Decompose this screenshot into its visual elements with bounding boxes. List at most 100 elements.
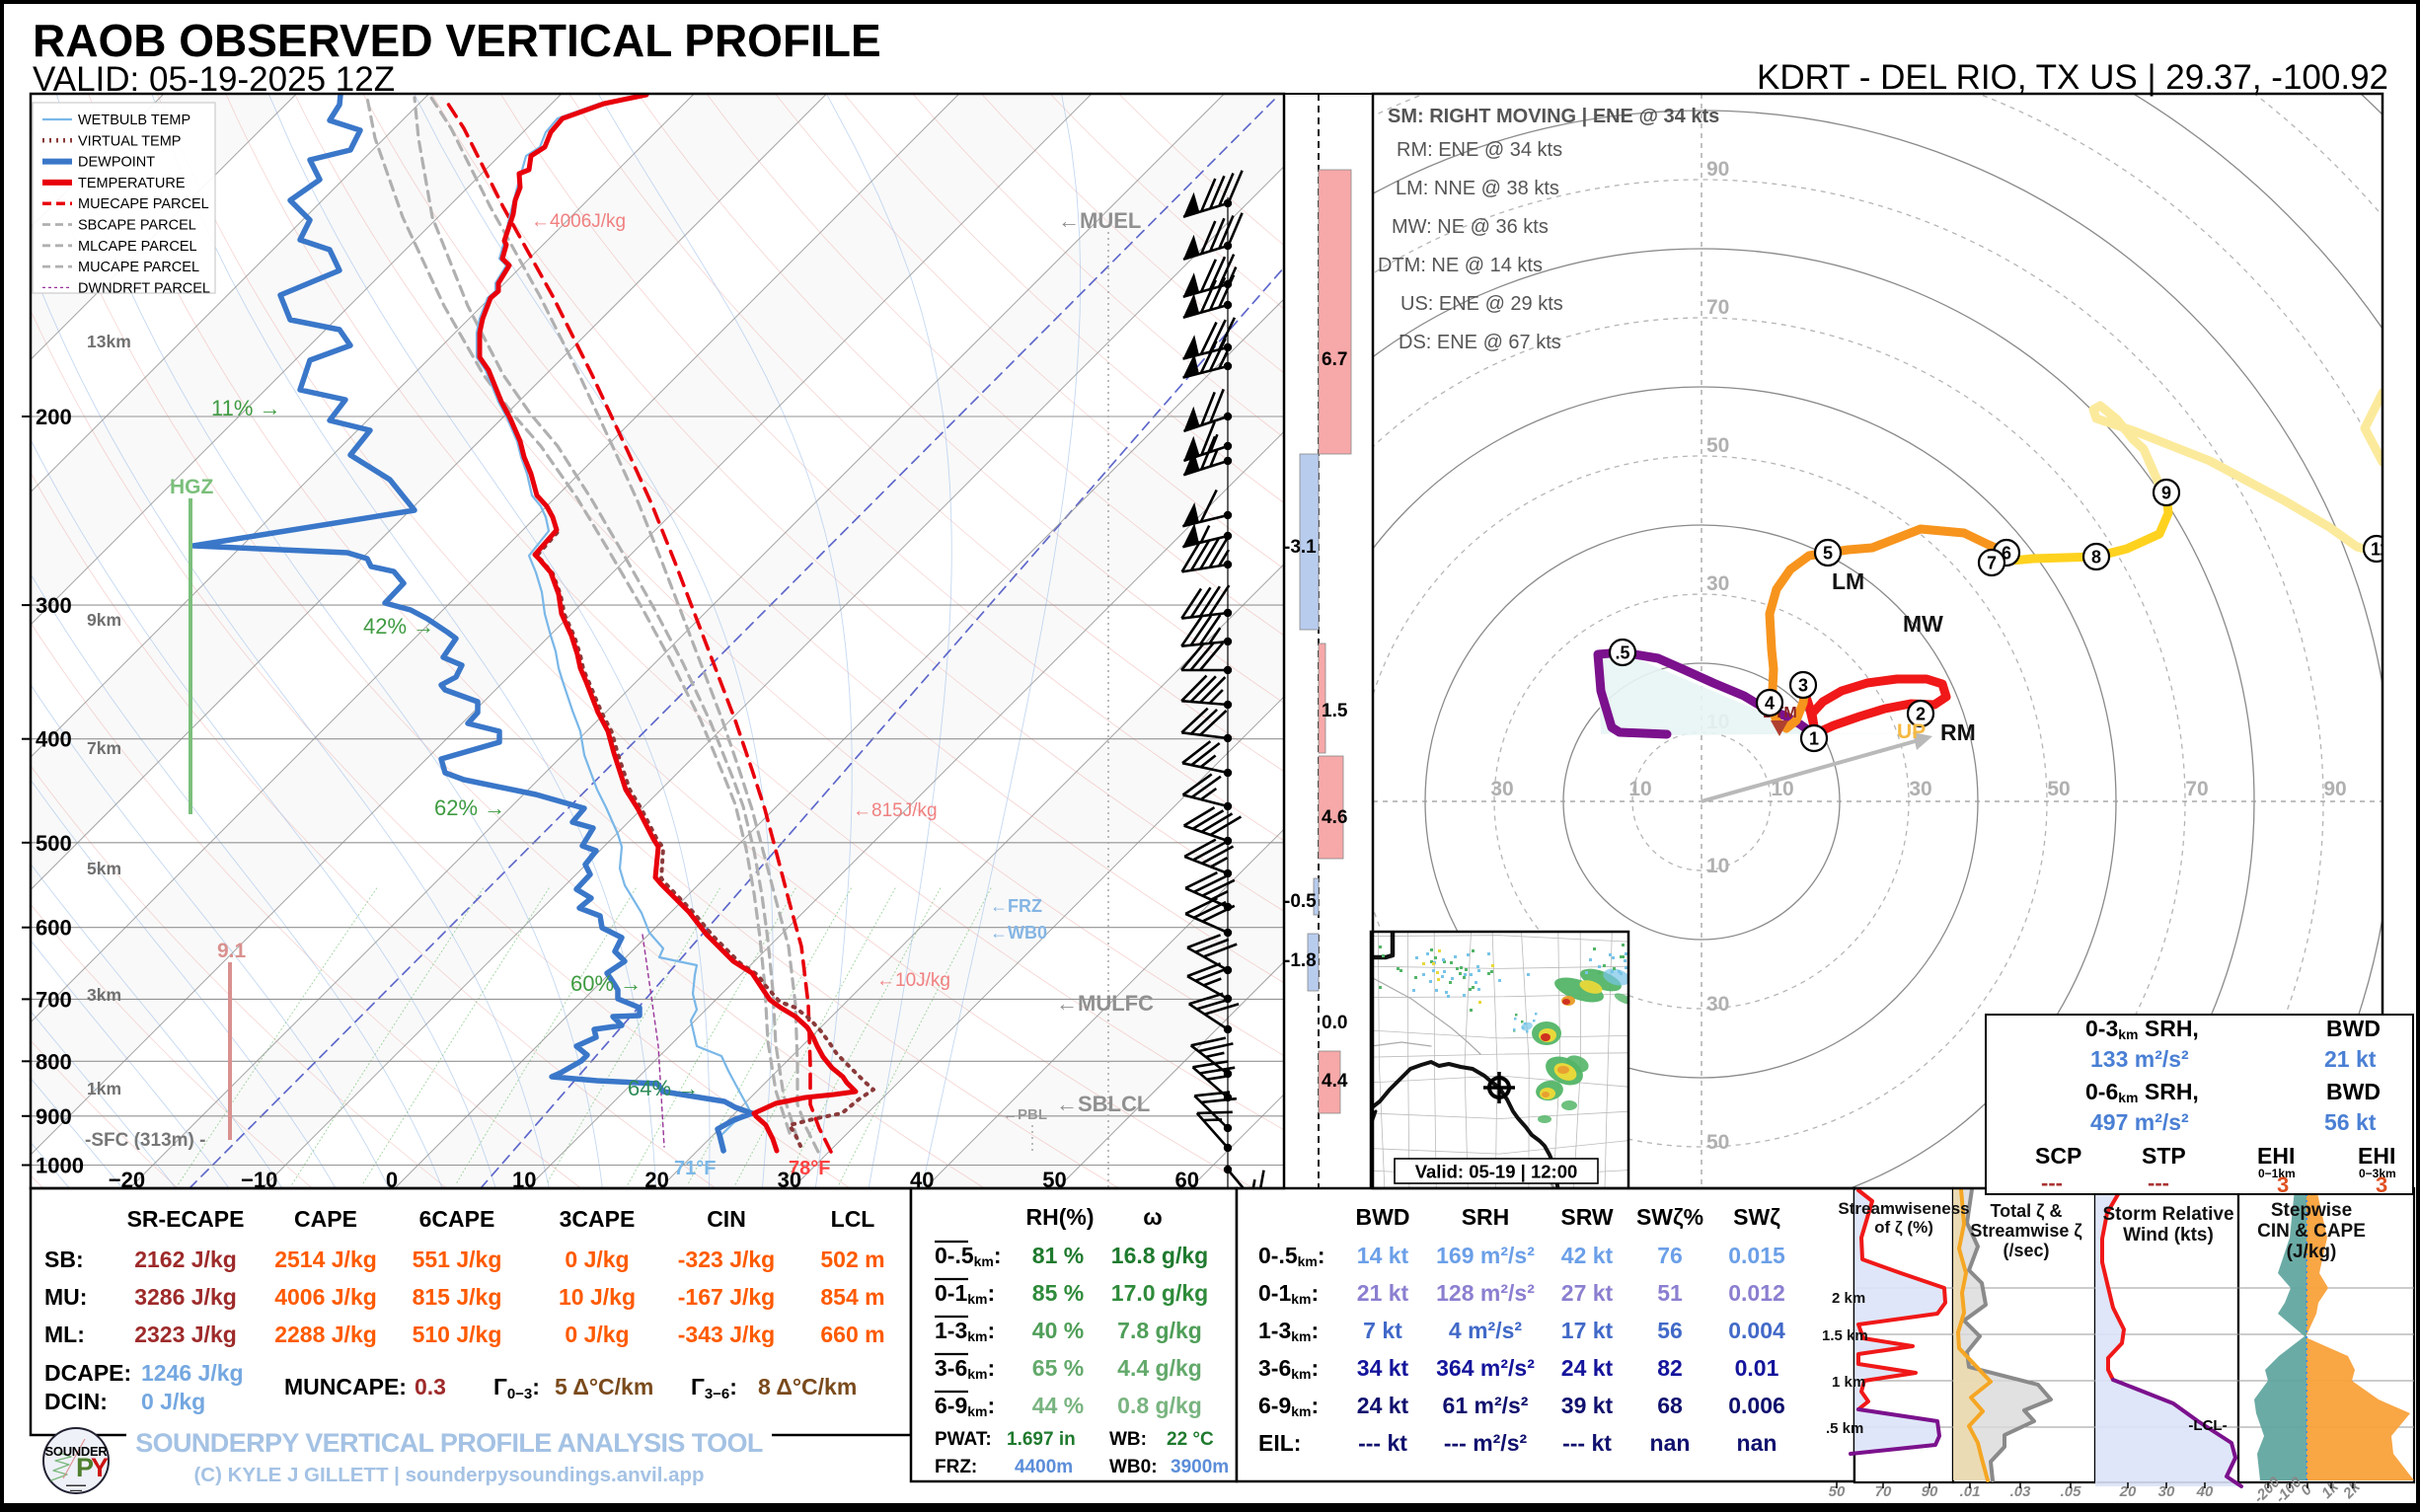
svg-text:70: 70 xyxy=(1706,296,1729,319)
svg-text:497 m²/s²: 497 m²/s² xyxy=(2090,1109,2189,1135)
svg-text:-SFC (313m) -: -SFC (313m) - xyxy=(85,1130,205,1151)
svg-text:65 %: 65 % xyxy=(1032,1355,1084,1381)
svg-text:0.012: 0.012 xyxy=(1728,1280,1785,1306)
svg-text:.05: .05 xyxy=(2061,1483,2082,1500)
svg-text:300: 300 xyxy=(36,593,72,618)
svg-text:-323 J/kg: -323 J/kg xyxy=(678,1247,775,1272)
svg-text:7km: 7km xyxy=(87,738,121,758)
svg-text:10: 10 xyxy=(1706,855,1729,877)
svg-text:---: --- xyxy=(2148,1171,2169,1195)
svg-text:6: 6 xyxy=(2002,544,2011,564)
svg-text:21 kt: 21 kt xyxy=(1357,1280,1409,1306)
svg-text:10: 10 xyxy=(1771,778,1793,800)
svg-text:17 kt: 17 kt xyxy=(1561,1318,1614,1343)
svg-text:▬▬▬▬: ▬▬▬▬ xyxy=(66,1482,86,1488)
svg-text:LM: LM xyxy=(1832,568,1864,594)
svg-text:4006 J/kg: 4006 J/kg xyxy=(274,1284,377,1310)
svg-text:1: 1 xyxy=(1809,729,1819,749)
svg-text:RAOB OBSERVED VERTICAL PROFILE: RAOB OBSERVED VERTICAL PROFILE xyxy=(33,15,881,66)
svg-text:EHI: EHI xyxy=(2358,1143,2395,1169)
svg-text:34 kt: 34 kt xyxy=(1357,1355,1409,1381)
svg-text:-343 J/kg: -343 J/kg xyxy=(678,1322,775,1347)
svg-text:1.5: 1.5 xyxy=(1322,701,1348,721)
svg-text:SBCAPE PARCEL: SBCAPE PARCEL xyxy=(78,218,196,234)
svg-text:←SBLCL: ←SBLCL xyxy=(1056,1092,1150,1116)
svg-text:40 %: 40 % xyxy=(1032,1318,1084,1343)
svg-text:5 Δ°C/km: 5 Δ°C/km xyxy=(555,1374,653,1399)
svg-text:70: 70 xyxy=(2185,778,2208,800)
svg-text:DS: ENE @ 67 kts: DS: ENE @ 67 kts xyxy=(1399,332,1561,353)
svg-text:SRH: SRH xyxy=(1462,1204,1510,1230)
svg-text:(/sec): (/sec) xyxy=(2003,1241,2049,1260)
svg-text:1.697 in: 1.697 in xyxy=(1007,1429,1076,1450)
svg-text:3: 3 xyxy=(1798,676,1808,696)
svg-text:10: 10 xyxy=(1628,778,1651,800)
svg-text:900: 900 xyxy=(36,1104,72,1129)
svg-text:DWNDRFT PARCEL: DWNDRFT PARCEL xyxy=(78,280,210,296)
svg-text:200: 200 xyxy=(36,405,72,429)
svg-text:3km: 3km xyxy=(87,985,121,1005)
svg-text:3CAPE: 3CAPE xyxy=(560,1206,636,1232)
svg-text:14 kt: 14 kt xyxy=(1357,1243,1409,1268)
svg-text:.03: .03 xyxy=(2010,1483,2032,1500)
svg-text:MU:: MU: xyxy=(44,1284,87,1310)
svg-text:--- kt: --- kt xyxy=(1358,1430,1407,1456)
svg-text:11% →: 11% → xyxy=(211,396,281,420)
svg-text:1-3km:: 1-3km: xyxy=(1258,1318,1319,1344)
svg-text:4.4: 4.4 xyxy=(1322,1071,1348,1092)
svg-text:0−1km: 0−1km xyxy=(2258,1167,2296,1180)
svg-text:854 m: 854 m xyxy=(820,1284,884,1310)
svg-text:500: 500 xyxy=(36,831,72,856)
svg-text:RH(%): RH(%) xyxy=(1026,1204,1095,1230)
svg-text:800: 800 xyxy=(36,1049,72,1074)
svg-text:MLCAPE PARCEL: MLCAPE PARCEL xyxy=(78,239,197,255)
svg-text:3: 3 xyxy=(2277,1172,2289,1197)
svg-text:-167 J/kg: -167 J/kg xyxy=(678,1284,775,1310)
svg-text:17.0 g/kg: 17.0 g/kg xyxy=(1111,1280,1208,1306)
svg-text:27 kt: 27 kt xyxy=(1561,1280,1614,1306)
svg-text:0 J/kg: 0 J/kg xyxy=(565,1247,629,1272)
svg-text:LCL: LCL xyxy=(831,1206,875,1232)
svg-text:68: 68 xyxy=(1657,1393,1683,1418)
svg-text:SOUNDER: SOUNDER xyxy=(45,1444,109,1459)
svg-text:40: 40 xyxy=(2196,1483,2214,1500)
svg-text:--- m²/s²: --- m²/s² xyxy=(1444,1430,1528,1456)
svg-text:nan: nan xyxy=(1737,1430,1777,1456)
svg-text:0.8 g/kg: 0.8 g/kg xyxy=(1117,1393,1202,1418)
svg-text:.5 km: .5 km xyxy=(1826,1420,1863,1437)
svg-text:Wind (kts): Wind (kts) xyxy=(2123,1225,2214,1246)
svg-text:600: 600 xyxy=(36,916,72,941)
svg-text:0 J/kg: 0 J/kg xyxy=(141,1389,205,1414)
svg-text:62% →: 62% → xyxy=(434,795,505,820)
svg-text:50: 50 xyxy=(1706,1131,1729,1154)
svg-text:7 kt: 7 kt xyxy=(1363,1318,1402,1343)
svg-text:30: 30 xyxy=(1706,572,1729,595)
svg-text:FRZ:: FRZ: xyxy=(935,1457,977,1477)
svg-text:Y: Y xyxy=(91,1453,109,1482)
svg-text:MUNCAPE:: MUNCAPE: xyxy=(284,1374,407,1399)
svg-text:82: 82 xyxy=(1657,1355,1683,1381)
svg-text:6.7: 6.7 xyxy=(1322,349,1347,370)
svg-text:169 m²/s²: 169 m²/s² xyxy=(1436,1243,1535,1268)
svg-text:Stepwise: Stepwise xyxy=(2271,1200,2352,1221)
svg-text:←815J/kg: ←815J/kg xyxy=(853,800,938,821)
svg-text:UP: UP xyxy=(1897,720,1926,743)
svg-text:CAPE: CAPE xyxy=(294,1206,357,1232)
svg-text:3286 J/kg: 3286 J/kg xyxy=(134,1284,237,1310)
svg-text:13km: 13km xyxy=(87,332,131,351)
svg-text:RM: RM xyxy=(1940,719,1976,745)
svg-text:←MUEL: ←MUEL xyxy=(1058,208,1141,233)
svg-text:0: 0 xyxy=(2298,1481,2315,1499)
svg-text:16.8 g/kg: 16.8 g/kg xyxy=(1111,1243,1208,1268)
svg-text:90: 90 xyxy=(1922,1483,1938,1500)
svg-text:0.015: 0.015 xyxy=(1728,1243,1785,1268)
svg-text:Streamwise ζ: Streamwise ζ xyxy=(1970,1221,2081,1242)
svg-text:0.3: 0.3 xyxy=(415,1374,446,1399)
svg-text:90: 90 xyxy=(1706,158,1729,181)
svg-text:VIRTUAL TEMP: VIRTUAL TEMP xyxy=(78,133,181,149)
svg-text:6CAPE: 6CAPE xyxy=(419,1206,495,1232)
svg-text:0.004: 0.004 xyxy=(1728,1318,1785,1343)
svg-text:DTM: NE @ 14 kts: DTM: NE @ 14 kts xyxy=(1378,255,1543,276)
svg-text:CIN: CIN xyxy=(707,1206,746,1232)
svg-text:--- kt: --- kt xyxy=(1562,1430,1612,1456)
